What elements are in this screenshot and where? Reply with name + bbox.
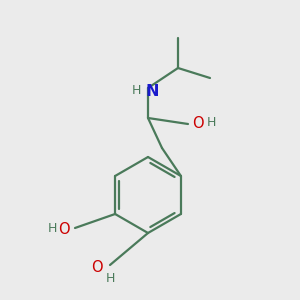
Text: H: H xyxy=(105,272,115,284)
Text: H: H xyxy=(47,223,57,236)
Text: O: O xyxy=(58,221,70,236)
Text: H: H xyxy=(131,85,141,98)
Text: O: O xyxy=(192,116,204,131)
Text: N: N xyxy=(145,83,159,98)
Text: O: O xyxy=(91,260,103,274)
Text: H: H xyxy=(206,116,216,128)
